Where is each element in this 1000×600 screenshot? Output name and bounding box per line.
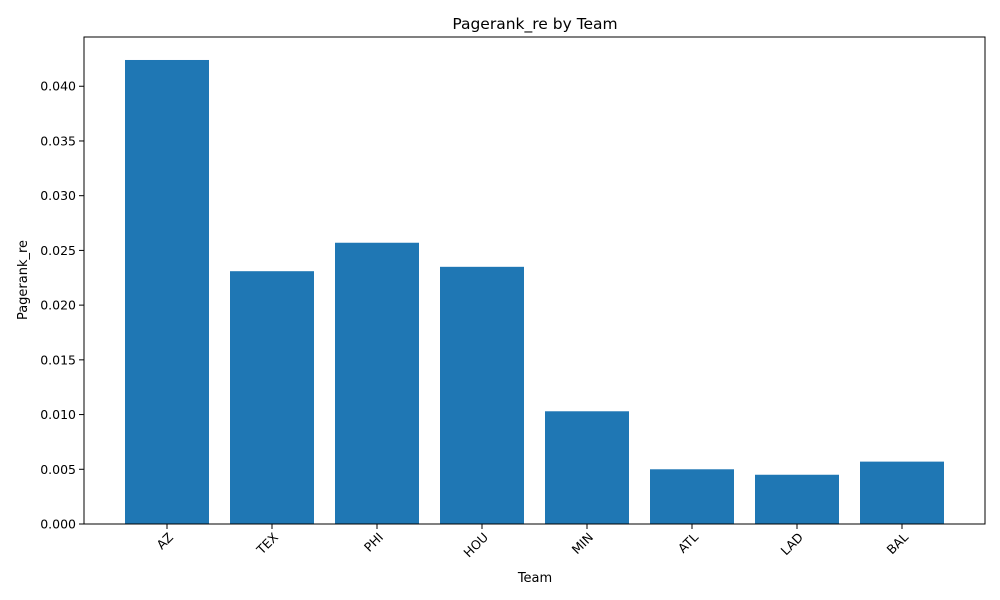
- y-tick-label: 0.020: [40, 298, 76, 313]
- bar-atl: [650, 469, 734, 524]
- x-tick-label: MIN: [569, 530, 596, 557]
- y-tick-label: 0.010: [40, 407, 76, 422]
- bar-lad: [755, 474, 839, 524]
- x-tick-label: TEX: [253, 529, 282, 558]
- bar-min: [545, 411, 629, 524]
- y-tick-label: 0.030: [40, 188, 76, 203]
- x-tick-label: LAD: [778, 530, 807, 559]
- bar-bal: [860, 461, 944, 524]
- bars-group: [125, 59, 944, 524]
- chart-title: Pagerank_re by Team: [452, 15, 617, 34]
- y-tick-label: 0.005: [40, 462, 76, 477]
- y-tick-label: 0.015: [40, 352, 76, 367]
- x-axis: AZ TEX PHI HOU MIN ATL LAD BAL: [153, 524, 911, 560]
- x-tick-label: ATL: [675, 529, 701, 555]
- x-tick-label: HOU: [460, 530, 491, 561]
- y-tick-label: 0.000: [40, 517, 76, 532]
- y-axis-label: Pagerank_re: [16, 240, 31, 320]
- y-tick-label: 0.025: [40, 243, 76, 258]
- x-tick-label: AZ: [153, 530, 176, 553]
- x-axis-label: Team: [517, 571, 552, 586]
- plot-frame: [83, 36, 986, 525]
- bar-phi: [335, 242, 419, 524]
- y-tick-label: 0.035: [40, 133, 76, 148]
- y-axis: 0.000 0.005 0.010 0.015 0.020 0.025 0.030 0.035…: [40, 79, 84, 532]
- x-tick-label: BAL: [883, 529, 911, 557]
- bar-az: [125, 59, 209, 524]
- bar-tex: [230, 271, 314, 524]
- bar-hou: [440, 266, 524, 524]
- x-tick-label: PHI: [361, 530, 386, 555]
- y-tick-label: 0.040: [40, 79, 76, 94]
